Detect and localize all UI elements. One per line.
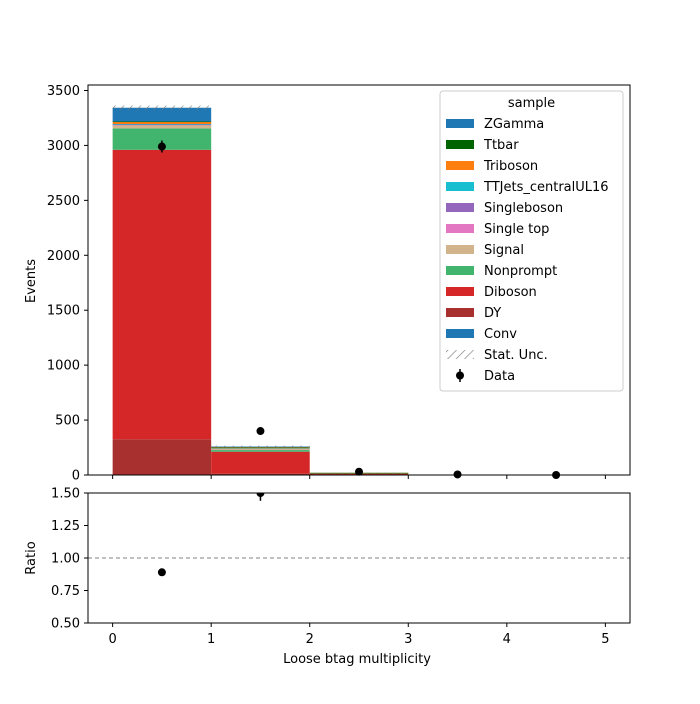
data-point-2 — [355, 467, 363, 476]
bar-triboson-bin-1 — [211, 447, 310, 449]
stat-unc-bin-0 — [112, 105, 212, 110]
legend-swatch-conv — [446, 329, 474, 338]
bar-nonprompt-bin-1 — [211, 450, 310, 452]
ratio-ytick-label-0.75: 0.75 — [51, 584, 80, 599]
x-tick-label-1: 1 — [207, 632, 215, 647]
legend-label-ttbar: Ttbar — [483, 138, 519, 153]
legend-swatch-triboson — [446, 161, 474, 170]
legend-swatch-dy — [446, 308, 474, 317]
legend-label-diboson: Diboson — [484, 285, 537, 300]
bar-signal-bin-0 — [112, 125, 212, 129]
legend-label-dy: DY — [484, 306, 501, 321]
ratio-frame — [87, 492, 631, 624]
x-tick-label-0: 0 — [108, 632, 116, 647]
x-tick-label-4: 4 — [503, 632, 511, 647]
ratio-ytick-label-0.50: 0.50 — [51, 617, 80, 632]
legend-marker-data — [456, 371, 464, 380]
bar-singleboson-bin-0 — [112, 124, 212, 126]
legend-swatch-ttjets-centralul16 — [446, 182, 474, 191]
legend-label-data: Data — [484, 369, 515, 384]
legend-swatch-stat-unc- — [446, 350, 474, 359]
ratio-panel: 0.50 0.75 1.00 1.25 1.50 0 1 2 3 4 5 — [51, 483, 632, 647]
legend-label-single-top: Single top — [484, 222, 549, 237]
data-point-1 — [256, 427, 265, 436]
bar-ttjets-centralul16-bin-0 — [112, 124, 212, 125]
x-axis-label: Loose btag multiplicity — [283, 652, 431, 667]
bar-signal-bin-1 — [211, 448, 310, 451]
main-ytick-label-2500: 2500 — [47, 194, 80, 209]
main-ytick-label-500: 500 — [55, 414, 80, 429]
bar-triboson-bin-0 — [112, 121, 212, 124]
legend: sample ZGamma Ttbar Triboson TTJets_centralU… — [439, 90, 624, 392]
legend-label-zgamma: ZGamma — [484, 117, 544, 132]
bar-single-top-bin-0 — [112, 124, 212, 126]
legend-swatch-singleboson — [446, 203, 474, 212]
ratio-clip-mask — [86, 483, 632, 493]
legend-label-signal: Signal — [484, 243, 524, 258]
main-ytick-label-3000: 3000 — [47, 139, 80, 154]
bar-dy-bin-0 — [112, 439, 212, 475]
main-ytick-label-3500: 3500 — [47, 84, 80, 99]
stat-unc-bin-1 — [211, 445, 310, 448]
legend-label-stat-unc-: Stat. Unc. — [484, 348, 548, 363]
bar-diboson-bin-1 — [211, 451, 310, 474]
bar-diboson-bin-0 — [112, 149, 212, 440]
legend-swatch-nonprompt — [446, 266, 474, 275]
legend-title: sample — [508, 96, 555, 111]
legend-label-triboson: Triboson — [483, 159, 538, 174]
legend-label-nonprompt: Nonprompt — [484, 264, 557, 279]
main-ytick-label-1500: 1500 — [47, 304, 80, 319]
x-tick-label-3: 3 — [404, 632, 412, 647]
legend-label-conv: Conv — [484, 327, 517, 342]
data-point-0 — [157, 142, 166, 151]
ratio-y-axis-label: Ratio — [24, 541, 39, 574]
x-tick-label-5: 5 — [601, 632, 609, 647]
main-panel: 0 500 1000 1500 2000 2500 3000 3500 — [47, 84, 631, 484]
bar-zgamma-bin-0 — [112, 107, 212, 122]
legend-swatch-diboson — [446, 287, 474, 296]
x-tick-label-2: 2 — [306, 632, 314, 647]
main-ytick-label-0: 0 — [72, 469, 80, 484]
legend-swatch-single-top — [446, 224, 474, 233]
bar-ttbar-bin-0 — [112, 121, 212, 123]
ratio-ytick-label-1.50: 1.50 — [51, 487, 80, 502]
legend-swatch-zgamma — [446, 119, 474, 128]
data-point-3 — [453, 470, 462, 479]
main-frame — [87, 84, 631, 476]
main-ytick-label-1000: 1000 — [47, 359, 80, 374]
legend-label-singleboson: Singleboson — [484, 201, 563, 216]
legend-label-ttjets-centralul16: TTJets_centralUL16 — [483, 180, 609, 195]
ratio-ytick-label-1.00: 1.00 — [51, 552, 80, 567]
main-ytick-label-2000: 2000 — [47, 249, 80, 264]
ratio-ytick-label-1.25: 1.25 — [51, 519, 80, 534]
bar-nonprompt-bin-0 — [112, 128, 212, 150]
bar-dy-bin-1 — [211, 473, 310, 475]
main-y-axis-label: Events — [24, 259, 39, 303]
bar-ttjets-centralul16-bin-1 — [211, 448, 310, 450]
legend-box — [439, 90, 624, 392]
legend-swatch-ttbar — [446, 140, 474, 149]
legend-swatch-signal — [446, 245, 474, 254]
ratio-point-0 — [157, 568, 166, 577]
